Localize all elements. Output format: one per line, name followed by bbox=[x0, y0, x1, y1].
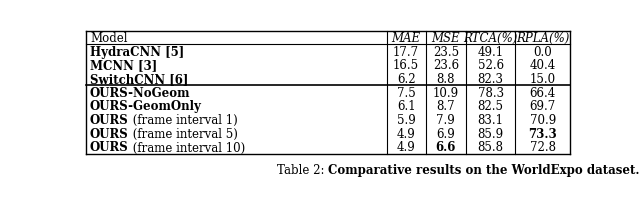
Text: 66.4: 66.4 bbox=[530, 86, 556, 99]
Text: 52.6: 52.6 bbox=[477, 59, 504, 72]
Text: 85.8: 85.8 bbox=[477, 141, 504, 154]
Text: HydraCNN [5]: HydraCNN [5] bbox=[90, 45, 184, 58]
Text: OURS-GeomOnly: OURS-GeomOnly bbox=[90, 100, 202, 113]
Text: 10.9: 10.9 bbox=[433, 86, 459, 99]
Text: 82.5: 82.5 bbox=[477, 100, 504, 113]
Text: Model: Model bbox=[90, 32, 127, 45]
Text: 70.9: 70.9 bbox=[530, 114, 556, 126]
Text: SwitchCNN [6]: SwitchCNN [6] bbox=[90, 73, 188, 86]
Text: 7.9: 7.9 bbox=[436, 114, 455, 126]
Text: 23.6: 23.6 bbox=[433, 59, 459, 72]
Text: 72.8: 72.8 bbox=[530, 141, 556, 154]
Text: 83.1: 83.1 bbox=[477, 114, 504, 126]
Text: 69.7: 69.7 bbox=[530, 100, 556, 113]
Text: RTCA(%): RTCA(%) bbox=[463, 32, 518, 45]
Text: 23.5: 23.5 bbox=[433, 45, 459, 58]
Text: Comparative results on the WorldExpo dataset.: Comparative results on the WorldExpo dat… bbox=[328, 163, 639, 176]
Text: 73.3: 73.3 bbox=[529, 127, 557, 140]
Text: OURS-NoGeom: OURS-NoGeom bbox=[90, 86, 191, 99]
Text: OURS: OURS bbox=[90, 141, 129, 154]
Text: 4.9: 4.9 bbox=[397, 141, 415, 154]
Text: 78.3: 78.3 bbox=[477, 86, 504, 99]
Text: 16.5: 16.5 bbox=[393, 59, 419, 72]
Text: 85.9: 85.9 bbox=[477, 127, 504, 140]
Text: 17.7: 17.7 bbox=[393, 45, 419, 58]
Text: 6.6: 6.6 bbox=[436, 141, 456, 154]
Text: 6.9: 6.9 bbox=[436, 127, 455, 140]
Text: 40.4: 40.4 bbox=[530, 59, 556, 72]
Text: MCNN [3]: MCNN [3] bbox=[90, 59, 157, 72]
Text: 7.5: 7.5 bbox=[397, 86, 415, 99]
Text: MSE: MSE bbox=[431, 32, 460, 45]
Text: (frame interval 5): (frame interval 5) bbox=[129, 127, 237, 140]
Text: 4.9: 4.9 bbox=[397, 127, 415, 140]
Text: 15.0: 15.0 bbox=[530, 73, 556, 86]
Text: Table 2:: Table 2: bbox=[276, 163, 328, 176]
Text: 5.9: 5.9 bbox=[397, 114, 415, 126]
Text: OURS: OURS bbox=[90, 114, 129, 126]
Text: 8.7: 8.7 bbox=[436, 100, 455, 113]
Text: 0.0: 0.0 bbox=[533, 45, 552, 58]
Text: 6.1: 6.1 bbox=[397, 100, 415, 113]
Text: (frame interval 1): (frame interval 1) bbox=[129, 114, 237, 126]
Text: 6.2: 6.2 bbox=[397, 73, 415, 86]
Text: 82.3: 82.3 bbox=[477, 73, 504, 86]
Text: 8.8: 8.8 bbox=[436, 73, 455, 86]
Text: (frame interval 10): (frame interval 10) bbox=[129, 141, 245, 154]
Text: MAE: MAE bbox=[392, 32, 420, 45]
Text: OURS: OURS bbox=[90, 127, 129, 140]
Text: RPLA(%): RPLA(%) bbox=[516, 32, 570, 45]
Text: 49.1: 49.1 bbox=[477, 45, 504, 58]
